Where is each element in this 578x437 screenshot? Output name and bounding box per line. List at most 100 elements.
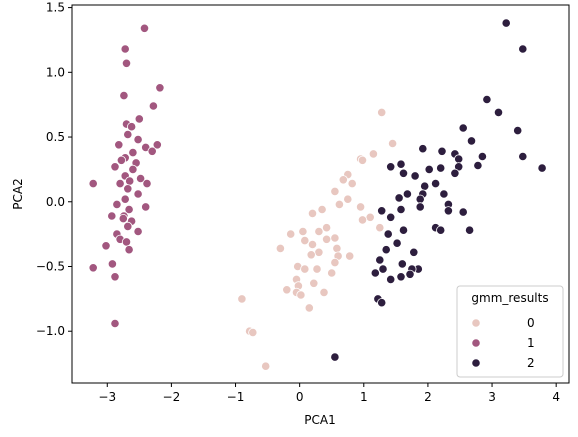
- legend-title: gmm_results: [471, 291, 548, 305]
- legend-marker-1: [471, 338, 481, 348]
- data-point-1-0: [139, 23, 150, 33]
- data-point-2-14: [436, 163, 446, 173]
- y-tick-label: −0.5: [36, 259, 65, 273]
- data-point-0-9: [343, 194, 353, 204]
- data-point-2-6: [466, 136, 477, 146]
- x-tick-label: 4: [552, 390, 560, 404]
- data-point-2-11: [477, 151, 487, 162]
- data-point-2-31: [415, 202, 425, 212]
- data-point-1-47: [110, 318, 120, 329]
- data-point-2-53: [396, 272, 406, 282]
- data-point-1-38: [133, 226, 143, 237]
- data-point-2-23: [430, 179, 441, 189]
- data-point-1-4: [119, 91, 129, 101]
- data-point-2-22: [537, 163, 547, 173]
- data-point-0-32: [300, 264, 310, 274]
- y-tick-label: 0.5: [46, 130, 65, 144]
- data-point-2-24: [420, 181, 430, 191]
- data-point-1-20: [110, 162, 120, 172]
- data-point-1-28: [133, 189, 143, 199]
- data-point-1-31: [141, 202, 151, 212]
- data-point-2-29: [415, 194, 425, 204]
- data-point-1-32: [124, 204, 134, 215]
- data-point-2-8: [437, 146, 447, 156]
- x-tick-label: 2: [424, 390, 432, 404]
- y-tick-label: 1.0: [46, 65, 65, 79]
- data-point-1-24: [115, 179, 125, 189]
- legend-marker-0: [471, 318, 481, 328]
- data-point-0-12: [307, 208, 318, 218]
- legend-label-1: 1: [527, 336, 535, 350]
- x-tick-label: 3: [488, 390, 496, 404]
- data-point-1-22: [136, 173, 146, 184]
- data-point-1-3: [155, 83, 165, 93]
- data-point-2-20: [450, 168, 460, 178]
- data-point-2-49: [405, 269, 415, 279]
- data-point-0-33: [327, 268, 337, 278]
- x-tick-label: 0: [296, 390, 304, 404]
- data-point-1-30: [112, 199, 122, 209]
- data-point-1-44: [107, 259, 118, 269]
- data-point-2-32: [396, 204, 406, 215]
- x-tick-label: −2: [163, 390, 181, 404]
- data-point-2-21: [473, 160, 483, 171]
- data-point-0-23: [275, 243, 285, 253]
- data-point-1-35: [118, 214, 128, 224]
- data-point-2-40: [383, 229, 393, 239]
- data-point-1-43: [124, 245, 134, 255]
- data-point-2-5: [513, 126, 523, 136]
- data-point-1-2: [121, 58, 132, 68]
- data-point-0-20: [321, 234, 332, 244]
- legend-label-2: 2: [527, 356, 535, 370]
- x-axis-ticks: −3 −2 −1 0 1 2 3 4: [98, 383, 560, 404]
- data-point-2-44: [409, 247, 419, 257]
- data-point-0-46: [375, 223, 385, 233]
- data-point-1-19: [128, 164, 138, 174]
- data-point-0-18: [286, 229, 296, 239]
- y-tick-label: 0.0: [46, 195, 65, 209]
- data-point-2-4: [458, 123, 468, 133]
- data-point-0-26: [306, 250, 316, 260]
- data-point-2-2: [482, 94, 492, 105]
- data-point-1-14: [147, 146, 157, 156]
- data-point-2-27: [402, 189, 412, 199]
- data-point-0-28: [345, 251, 355, 261]
- data-point-0-40: [319, 287, 329, 297]
- y-tick-label: 1.5: [46, 1, 65, 15]
- data-point-2-52: [386, 274, 396, 284]
- data-point-1-23: [125, 176, 135, 186]
- data-point-2-51: [370, 268, 380, 278]
- data-point-2-19: [410, 171, 420, 181]
- data-point-0-25: [314, 247, 324, 257]
- data-point-0-35: [309, 278, 319, 288]
- data-point-0-8: [330, 186, 340, 196]
- data-point-2-34: [377, 206, 387, 216]
- data-point-1-5: [148, 101, 158, 111]
- data-point-2-18: [424, 164, 434, 174]
- data-point-2-46: [397, 259, 407, 269]
- data-point-1-13: [152, 140, 162, 150]
- data-point-1-37: [123, 221, 133, 231]
- data-point-2-17: [398, 168, 409, 178]
- data-point-1-42: [101, 241, 111, 251]
- data-point-0-11: [317, 204, 327, 215]
- data-point-0-37: [282, 285, 292, 295]
- legend-label-0: 0: [527, 316, 535, 330]
- data-point-0-39: [296, 290, 306, 300]
- data-point-0-24: [332, 243, 342, 253]
- data-point-1-25: [142, 179, 152, 189]
- data-point-2-26: [439, 189, 449, 199]
- data-point-1-29: [120, 194, 130, 204]
- data-point-2-28: [394, 193, 404, 203]
- data-point-0-6: [338, 175, 348, 185]
- data-point-2-35: [386, 212, 396, 222]
- data-point-0-45: [261, 361, 271, 371]
- data-point-2-50: [378, 264, 388, 274]
- data-point-0-15: [321, 223, 332, 233]
- y-axis-label: PCA2: [11, 178, 25, 209]
- x-tick-label: −1: [227, 390, 245, 404]
- legend-frame: [456, 285, 564, 378]
- data-point-1-15: [128, 148, 138, 158]
- data-points: [88, 18, 547, 371]
